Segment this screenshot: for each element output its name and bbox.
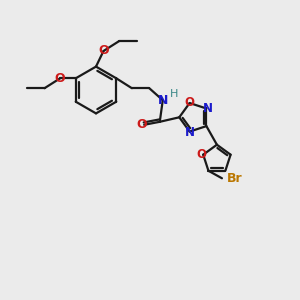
Text: N: N [158, 94, 168, 107]
Text: N: N [184, 126, 195, 139]
Text: O: O [184, 96, 195, 109]
Text: O: O [98, 44, 109, 57]
Text: H: H [170, 88, 178, 99]
Text: O: O [136, 118, 147, 131]
Text: N: N [203, 102, 213, 115]
Text: Br: Br [227, 172, 243, 185]
Text: O: O [197, 148, 207, 161]
Text: O: O [54, 72, 64, 85]
